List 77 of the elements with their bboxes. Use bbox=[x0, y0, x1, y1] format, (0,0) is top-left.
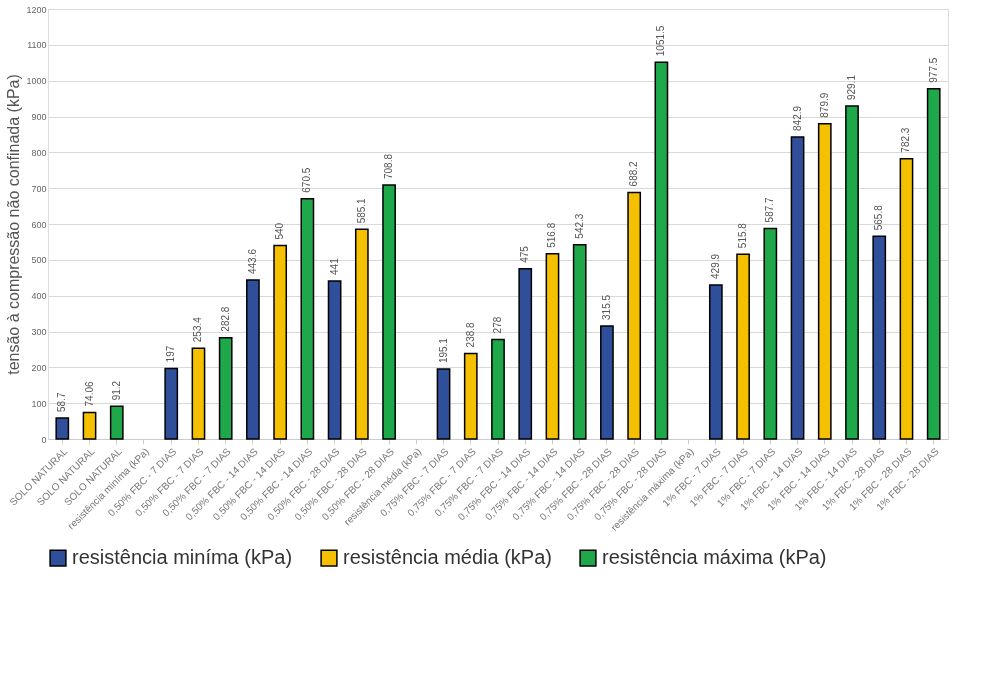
data-label: 977.5 bbox=[927, 57, 939, 83]
bar bbox=[872, 235, 887, 440]
data-label: 688.2 bbox=[628, 160, 640, 187]
data-label: 587.7 bbox=[764, 196, 776, 223]
bar bbox=[545, 253, 560, 440]
bar bbox=[273, 244, 288, 440]
data-label: 565.8 bbox=[873, 204, 885, 231]
data-label: 475 bbox=[519, 245, 531, 263]
data-label: 253.4 bbox=[192, 316, 204, 343]
data-label: 91.2 bbox=[110, 380, 122, 401]
data-label: 585.1 bbox=[355, 197, 367, 224]
bar bbox=[600, 325, 614, 440]
y-tick-label: 500 bbox=[31, 255, 47, 266]
data-label: 315.5 bbox=[600, 294, 612, 320]
y-axis-title: tensão à compressão não confinada (kPa) bbox=[5, 74, 23, 375]
y-tick-label: 1000 bbox=[26, 76, 47, 87]
bar bbox=[817, 122, 832, 440]
bar bbox=[218, 336, 233, 440]
data-label: 282.8 bbox=[219, 306, 231, 332]
y-tick-label: 200 bbox=[31, 362, 47, 373]
bar bbox=[845, 105, 859, 440]
data-label: 197 bbox=[165, 345, 177, 363]
bar bbox=[463, 352, 478, 440]
data-label: 195.1 bbox=[437, 337, 449, 364]
y-tick-label: 300 bbox=[31, 327, 47, 337]
bar bbox=[572, 243, 587, 440]
data-label: 443.6 bbox=[246, 248, 258, 275]
bar bbox=[55, 417, 70, 440]
data-label: 1051.5 bbox=[655, 25, 667, 57]
y-tick-label: 800 bbox=[31, 147, 47, 158]
data-label: 670.5 bbox=[301, 167, 313, 193]
legend-label: resistência miníma (kPa) bbox=[72, 546, 293, 569]
bar bbox=[382, 184, 396, 440]
y-tick-label: 1200 bbox=[26, 4, 47, 15]
bar bbox=[164, 367, 179, 440]
bar bbox=[491, 338, 505, 440]
bar bbox=[790, 136, 805, 440]
bar bbox=[436, 368, 451, 440]
data-label: 708.8 bbox=[383, 153, 395, 180]
bar bbox=[654, 61, 669, 440]
data-label: 441 bbox=[328, 257, 340, 275]
y-tick-label: 600 bbox=[31, 219, 47, 230]
bar bbox=[926, 87, 941, 440]
bar bbox=[354, 228, 369, 440]
y-tick-label: 900 bbox=[31, 112, 47, 122]
data-label: 782.3 bbox=[900, 127, 912, 153]
bar bbox=[327, 280, 342, 440]
y-tick-label: 100 bbox=[31, 398, 47, 409]
legend-label: resistência máxima (kPa) bbox=[602, 546, 827, 569]
bar bbox=[518, 268, 533, 440]
legend-label: resistência média (kPa) bbox=[343, 546, 552, 569]
data-label: 516.8 bbox=[546, 222, 558, 248]
data-label: 429.9 bbox=[709, 253, 721, 279]
data-label: 58.7 bbox=[56, 392, 68, 412]
bar bbox=[627, 191, 642, 440]
bar bbox=[109, 405, 124, 440]
data-label: 542.3 bbox=[573, 213, 585, 239]
data-label: 929.1 bbox=[846, 74, 858, 101]
bar bbox=[300, 197, 315, 440]
bar bbox=[736, 253, 750, 440]
bar bbox=[191, 347, 206, 440]
y-tick-label: 700 bbox=[31, 183, 47, 194]
y-tick-label: 400 bbox=[31, 291, 47, 302]
bar bbox=[246, 279, 260, 440]
y-tick-label: 0 bbox=[41, 434, 47, 445]
y-tick-label: 1100 bbox=[27, 40, 47, 51]
bar bbox=[763, 227, 778, 440]
bar bbox=[82, 411, 97, 440]
bar bbox=[708, 284, 723, 440]
data-label: 238.8 bbox=[464, 321, 476, 348]
data-label: 842.9 bbox=[791, 105, 803, 131]
data-label: 278 bbox=[492, 316, 503, 334]
bar bbox=[899, 157, 914, 440]
data-label: 879.9 bbox=[818, 92, 830, 118]
data-label: 515.8 bbox=[737, 222, 749, 249]
data-label: 540 bbox=[274, 222, 286, 240]
data-label: 74.06 bbox=[83, 381, 95, 407]
